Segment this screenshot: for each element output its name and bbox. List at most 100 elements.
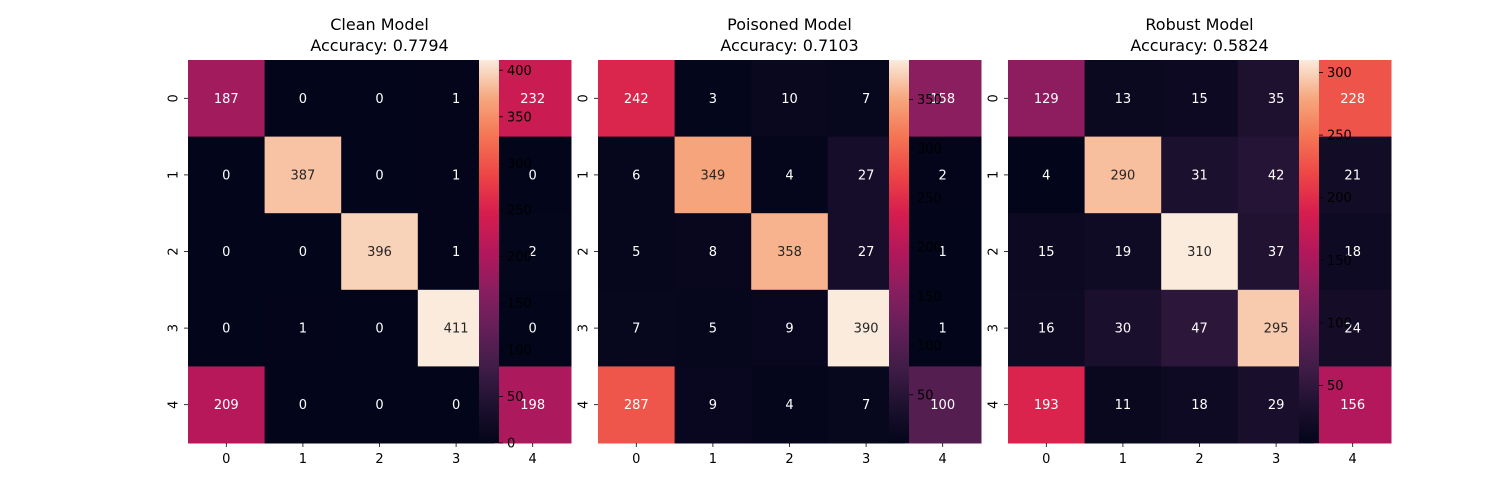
colorbar-tick-label: 200: [507, 250, 532, 265]
heatmap-cell: [494, 366, 572, 444]
heatmap-cell: [494, 60, 572, 138]
colorbar-tick-label: 50: [1327, 379, 1344, 394]
heatmap-cell: [1008, 289, 1086, 367]
heatmap-cell: [1008, 366, 1086, 444]
cell-value-label: 5: [709, 322, 717, 337]
cell-value-label: 10: [781, 92, 798, 107]
heatmap-cell: [751, 60, 829, 138]
colorbar-tick-label: 250: [507, 204, 532, 219]
cell-value-label: 198: [520, 398, 545, 413]
y-tick-label: 4: [167, 401, 182, 409]
cell-value-label: 19: [1115, 245, 1132, 260]
colorbar-tick-label: 200: [1327, 191, 1352, 206]
cell-value-label: 29: [1268, 398, 1285, 413]
cell-value-label: 8: [709, 245, 717, 260]
heatmap-cell: [188, 366, 266, 444]
cell-value-label: 18: [1191, 398, 1208, 413]
heatmap-cell: [188, 136, 266, 214]
cell-value-label: 21: [1344, 168, 1361, 183]
heatmap-cell: [494, 289, 572, 367]
y-tick-label: 2: [577, 247, 592, 255]
cell-value-label: 0: [222, 322, 230, 337]
colorbar: [889, 60, 909, 443]
heatmap-cell: [904, 289, 982, 367]
cell-value-label: 0: [452, 398, 460, 413]
cell-value-label: 42: [1268, 168, 1285, 183]
heatmap-cell: [264, 289, 342, 367]
heatmap-cell: [494, 136, 572, 214]
cell-value-label: 18: [1344, 245, 1361, 260]
cell-value-label: 3: [709, 92, 717, 107]
colorbar-tick-label: 150: [1327, 254, 1352, 269]
heatmap-cell: [598, 136, 676, 214]
chart-subtitle: Accuracy: 0.7794: [310, 36, 448, 55]
y-tick-label: 0: [987, 94, 1002, 102]
cell-value-label: 0: [222, 168, 230, 183]
y-tick-label: 1: [577, 171, 592, 179]
colorbar-tick-label: 300: [1327, 66, 1352, 81]
heatmap-cell: [1084, 213, 1162, 291]
cell-value-label: 0: [299, 398, 307, 413]
y-tick-label: 2: [167, 247, 182, 255]
cell-value-label: 15: [1038, 245, 1055, 260]
cell-value-label: 24: [1344, 322, 1361, 337]
x-tick-label: 4: [939, 452, 947, 467]
colorbar: [1299, 60, 1319, 443]
heatmap-cell: [674, 289, 752, 367]
cell-value-label: 4: [1042, 168, 1050, 183]
x-tick-label: 4: [529, 452, 537, 467]
colorbar-tick-label: 400: [507, 64, 532, 79]
x-tick-label: 0: [222, 452, 230, 467]
x-tick-label: 3: [452, 452, 460, 467]
y-tick-label: 4: [577, 401, 592, 409]
cell-value-label: 1: [939, 245, 947, 260]
heatmap-cell: [674, 60, 752, 138]
cell-value-label: 0: [375, 168, 383, 183]
colorbar-tick-label: 350: [917, 93, 942, 108]
cell-value-label: 295: [1264, 322, 1289, 337]
heatmap-cell: [341, 289, 419, 367]
heatmap-cell: [188, 60, 266, 138]
cell-value-label: 9: [785, 322, 793, 337]
cell-value-label: 387: [290, 168, 315, 183]
heatmap-cell: [904, 366, 982, 444]
heatmap-cell: [188, 213, 266, 291]
cell-value-label: 13: [1115, 92, 1132, 107]
heatmap-cell: [1161, 213, 1239, 291]
cell-value-label: 1: [452, 245, 460, 260]
cell-value-label: 7: [862, 398, 870, 413]
cell-value-label: 396: [367, 245, 392, 260]
y-tick-label: 3: [987, 324, 1002, 332]
cell-value-label: 358: [777, 245, 802, 260]
heatmap-cell: [904, 136, 982, 214]
chart-subtitle: Accuracy: 0.5824: [1130, 36, 1268, 55]
cell-value-label: 11: [1115, 398, 1132, 413]
cell-value-label: 2: [529, 245, 537, 260]
x-tick-label: 2: [785, 452, 793, 467]
heatmap-cell: [1084, 60, 1162, 138]
cell-value-label: 5: [632, 245, 640, 260]
heatmap-cell: [1084, 136, 1162, 214]
cell-value-label: 1: [452, 168, 460, 183]
heatmap-cell: [264, 60, 342, 138]
colorbar-tick-label: 100: [1327, 316, 1352, 331]
colorbar-tick-label: 300: [507, 157, 532, 172]
cell-value-label: 390: [854, 322, 879, 337]
x-tick-label: 3: [1272, 452, 1280, 467]
cell-value-label: 0: [375, 398, 383, 413]
heatmap-cell: [1008, 136, 1086, 214]
cell-value-label: 187: [214, 92, 239, 107]
chart-title: Robust Model: [1145, 15, 1253, 34]
colorbar-tick-label: 250: [917, 191, 942, 206]
heatmap-cell: [598, 366, 676, 444]
heatmap-cell: [341, 60, 419, 138]
heatmap-cell: [1314, 213, 1392, 291]
heatmap-cell: [674, 136, 752, 214]
heatmap-cell: [674, 213, 752, 291]
cell-value-label: 1: [939, 322, 947, 337]
x-tick-label: 1: [709, 452, 717, 467]
colorbar-tick-label: 250: [1327, 129, 1352, 144]
x-tick-label: 2: [1195, 452, 1203, 467]
heatmap-cell: [1161, 136, 1239, 214]
